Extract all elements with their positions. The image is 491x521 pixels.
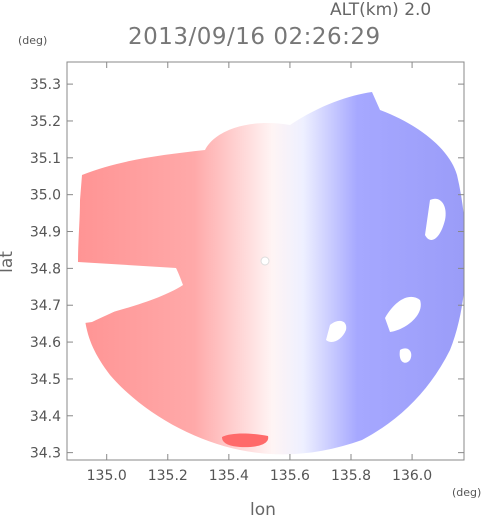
no-echo-hole-4 [399,348,412,363]
x-axis-label: lon [250,500,276,520]
no-echo-hole-1 [326,320,347,342]
no-echo-hole-3 [425,198,446,240]
y-tick-label: 35.1 [30,151,61,167]
y-tick-label: 34.5 [30,372,61,388]
x-tick-label: 136.0 [392,468,432,484]
echo-field [70,92,464,455]
x-tick-label: 135.6 [270,468,310,484]
x-tick-label: 135.0 [87,468,127,484]
y-tick-label: 34.8 [30,261,61,277]
chart-title-timestamp: 2013/09/16 02:26:29 [128,24,381,50]
radar-center-marker [260,256,270,266]
y-tick-label: 34.3 [30,446,61,462]
y-tick-label: 35.0 [30,188,61,204]
y-axis-unit: (deg) [18,34,48,47]
y-tick-label: 35.3 [30,77,61,93]
x-tick-label: 135.8 [331,468,371,484]
y-tick-label: 34.4 [30,409,61,425]
y-tick-label: 34.9 [30,225,61,241]
strong-echo-patch [222,433,269,448]
no-echo-notch [70,265,178,325]
y-tick-label: 35.2 [30,114,61,130]
x-axis-unit: (deg) [452,486,482,499]
axis-ticks: 135.0 135.2 135.4 135.6 135.8 136.0 34.3 34.4 34… [30,62,464,484]
y-tick-label: 34.6 [30,335,61,351]
x-tick-label: 135.2 [148,468,188,484]
y-tick-label: 34.7 [30,298,61,314]
plot-frame [66,61,465,461]
x-tick-label: 135.4 [209,468,249,484]
no-echo-hole-2 [385,296,421,332]
altitude-label: ALT(km) 2.0 [330,0,432,20]
echo-region [78,92,464,455]
